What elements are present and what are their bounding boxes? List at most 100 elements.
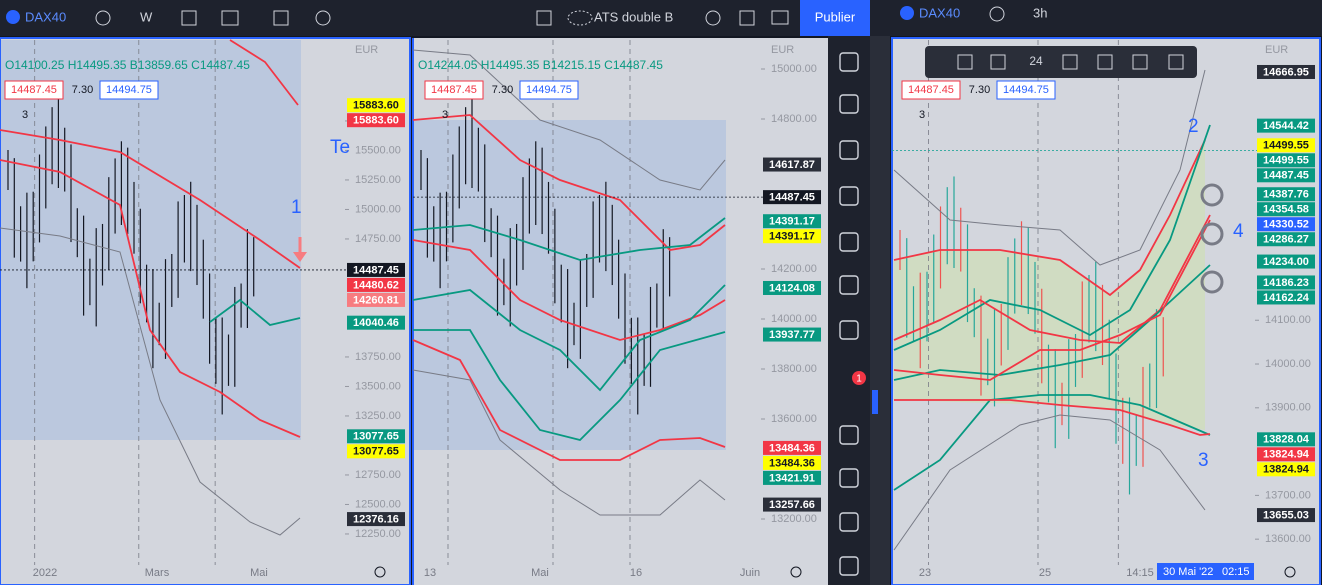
price-tag: [763, 280, 821, 295]
indicator-line: [412, 217, 726, 261]
badge-label: 7.30: [72, 84, 93, 96]
indicator-line: [412, 369, 726, 516]
price-tag: [347, 292, 405, 307]
indicator-line: [0, 227, 301, 536]
price-tag-label: 12376.16: [353, 513, 399, 525]
time-label: 2022: [33, 567, 57, 579]
tool-icon[interactable]: [1132, 54, 1148, 70]
indicator-line: [894, 399, 1211, 436]
symbol[interactable]: DAX40: [919, 5, 960, 20]
tool-icon[interactable]: [1062, 54, 1078, 70]
indicator-line: [413, 329, 726, 441]
sidebar-icon: [839, 94, 859, 114]
settings[interactable]: [705, 10, 721, 26]
alert[interactable]: [315, 10, 331, 26]
drawing-label: Te: [330, 137, 350, 158]
crosshair-hour: 02:15: [1222, 566, 1250, 578]
badge-label: 7.30: [969, 84, 990, 96]
y-tick-label: 14000.00: [1265, 358, 1311, 370]
symbol-icon: [900, 6, 914, 20]
arrow-head: [293, 252, 307, 262]
time-label: Juin: [740, 567, 760, 579]
indicator-line: [893, 124, 1211, 351]
price-tag: [347, 444, 405, 459]
add-symbol[interactable]: [95, 10, 111, 26]
indicator-line: [893, 414, 1206, 551]
badge: [996, 80, 1056, 100]
price-tag: [1257, 153, 1315, 168]
badge: [519, 80, 579, 100]
sidebar-icon: [839, 186, 859, 206]
indicator-line: [893, 219, 1211, 381]
y-tick-label: 13900.00: [1265, 402, 1311, 414]
cloud[interactable]: [567, 10, 593, 26]
layout[interactable]: [273, 10, 289, 26]
interval[interactable]: W: [140, 9, 153, 24]
price-tag-label: 13077.65: [353, 446, 399, 458]
chart-type[interactable]: [221, 10, 239, 26]
sidebar-icon: [839, 320, 859, 340]
indicator-count: 3: [919, 109, 925, 121]
tool-icon[interactable]: [1097, 54, 1113, 70]
indicators-icon[interactable]: [181, 10, 197, 26]
indicator-line: [0, 159, 301, 438]
panel-toggle[interactable]: [536, 10, 552, 26]
price-tag: [1257, 202, 1315, 217]
y-tick-label: 14800.00: [771, 113, 817, 125]
indicator-line: [0, 129, 301, 269]
interval[interactable]: 3h: [1033, 5, 1047, 20]
tool-icon[interactable]: [990, 54, 1006, 70]
indicator-line: [229, 39, 299, 106]
price-tag-label: 14330.52: [1263, 219, 1309, 231]
price-tag: [1257, 508, 1315, 523]
y-tick-label: 15500.00: [355, 144, 401, 156]
publish-button[interactable]: [800, 0, 870, 36]
time-label: Mai: [250, 567, 268, 579]
price-tag-label: 14040.46: [353, 317, 399, 329]
price-tag: [1257, 432, 1315, 447]
snapshot[interactable]: [771, 10, 789, 25]
badge-label: 14494.75: [1003, 84, 1049, 96]
y-tick-label: 13800.00: [771, 363, 817, 375]
time-label: 14:15: [1126, 567, 1154, 579]
price-tag-label: 13484.36: [769, 457, 815, 469]
price-tag-label: 14186.23: [1263, 277, 1309, 289]
time-label: 25: [1039, 567, 1051, 579]
template[interactable]: ATS double B: [594, 9, 673, 24]
price-tag: [763, 440, 821, 455]
band-fill: [1, 40, 301, 440]
symbol[interactable]: DAX40: [25, 9, 66, 24]
drawing-label: 2: [1188, 116, 1199, 137]
fullscreen[interactable]: [739, 10, 755, 26]
sidebar-icon: [839, 140, 859, 160]
price-tag-label: 13824.94: [1263, 449, 1310, 461]
gap: [870, 36, 890, 585]
badge: [4, 80, 64, 100]
price-tag-label: 13484.36: [769, 442, 815, 454]
add-symbol[interactable]: [989, 6, 1005, 22]
badge-label: 14487.45: [908, 84, 954, 96]
badge: [852, 371, 866, 385]
badge: [99, 80, 159, 100]
y-tick-label: 14100.00: [1265, 314, 1311, 326]
currency: EUR: [355, 44, 378, 56]
sidebar: [828, 36, 870, 585]
ohlc: O14244.05 H14495.35 B14215.15 C14487.45: [418, 58, 663, 72]
price-tag: [347, 98, 405, 113]
publish-label[interactable]: Publier: [815, 9, 856, 24]
price-tag: [763, 214, 821, 229]
y-tick-label: 12750.00: [355, 469, 401, 481]
indicator-line: [893, 69, 1206, 266]
tool-icon[interactable]: [1168, 54, 1184, 70]
y-tick-label: 15000.00: [771, 63, 817, 75]
indicator-count: 3: [442, 109, 448, 121]
price-tag: [763, 157, 821, 172]
font-size[interactable]: 24: [1029, 54, 1043, 68]
tool-icon[interactable]: [957, 54, 973, 70]
price-tag-label: 13257.66: [769, 499, 815, 511]
crosshair-date: 30 Mai '22: [1163, 566, 1213, 578]
price-tag-label: 13937.77: [769, 329, 815, 341]
drawing-label: 4: [1233, 221, 1244, 242]
band-fill: [414, 120, 726, 450]
